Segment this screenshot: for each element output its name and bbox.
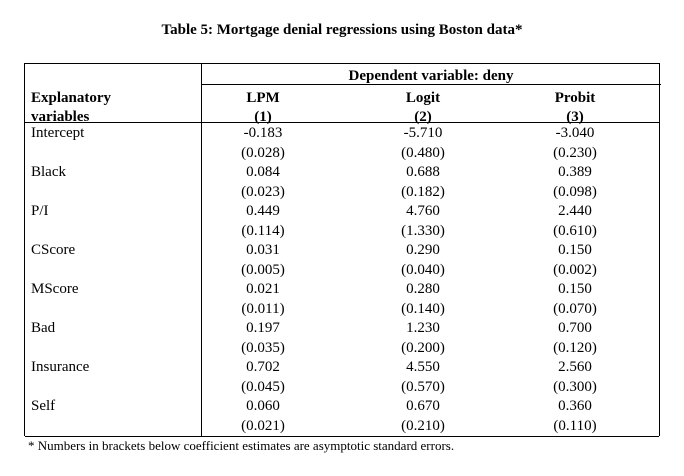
coefficient-cell: -5.710 [403,125,443,141]
coefficient-cell: 0.084 [246,164,280,180]
explanatory-variables-header: Explanatory variables [31,89,111,127]
standard-error-cell: (0.610) [553,222,597,239]
standard-error-cell: (0.114) [241,222,285,239]
standard-error-cell: (0.300) [553,378,597,395]
standard-error-cell: (0.005) [241,261,285,278]
coefficient-cell: 0.197 [246,320,280,336]
coefficient-cell: -3.040 [555,125,595,141]
standard-error-cell: (0.023) [241,183,285,200]
coefficient-cell: 1.230 [406,320,440,336]
coefficient-cell: 0.031 [246,242,280,258]
logit-header-label: Logit [405,90,441,106]
coefficient-cell: 0.150 [558,281,592,297]
explanatory-header-line1: Explanatory [31,90,112,106]
coefficient-cell: 0.280 [406,281,440,297]
row-variable-name: Self [31,398,56,414]
coefficient-cell: 0.389 [558,164,592,180]
standard-error-cell: (0.040) [401,261,445,278]
standard-error-cell: (0.230) [553,144,597,161]
coefficient-cell: 0.290 [406,242,440,258]
standard-error-cell: (0.140) [401,300,445,317]
probit-column-header: Probit (3) [515,89,635,127]
standard-error-cell: (0.011) [241,300,285,317]
row-variable-name: Insurance [31,359,90,375]
standard-error-cell: (0.182) [401,183,445,200]
logit-column-header: Logit (2) [363,89,483,127]
coefficient-cell: 0.700 [558,320,592,336]
row-variable-name: P/I [31,203,49,219]
column-divider [201,64,202,436]
coefficient-cell: 0.449 [246,203,280,219]
dependent-header-rule [201,84,661,85]
lpm-column-header: LPM (1) [203,89,323,127]
coefficient-cell: 2.560 [558,359,592,375]
standard-error-cell: (0.035) [241,339,285,356]
coefficient-cell: 4.550 [406,359,440,375]
standard-error-cell: (0.200) [401,339,445,356]
standard-error-cell: (0.028) [241,144,285,161]
standard-error-cell: (0.120) [553,339,597,356]
logit-header-number: (2) [414,109,432,125]
standard-error-cell: (0.070) [553,300,597,317]
probit-header-number: (3) [566,109,584,125]
standard-error-cell: (0.570) [401,378,445,395]
probit-header-label: Probit [554,90,596,106]
row-variable-name: CScore [31,242,76,258]
row-variable-name: Black [31,164,66,180]
coefficient-cell: 4.760 [406,203,440,219]
coefficient-cell: 0.702 [246,359,280,375]
header-rule [25,122,659,123]
row-variable-name: Bad [31,320,56,336]
standard-error-cell: (1.330) [401,222,445,239]
coefficient-cell: 0.060 [246,398,280,414]
row-variable-name: MScore [31,281,79,297]
lpm-header-number: (1) [254,109,272,125]
explanatory-header-line2: variables [31,109,90,125]
standard-error-cell: (0.021) [241,417,285,434]
dependent-variable-header: Dependent variable: deny [348,68,514,84]
coefficient-cell: 0.670 [406,398,440,414]
standard-error-cell: (0.110) [553,417,597,434]
coefficient-cell: 2.440 [558,203,592,219]
standard-error-cell: (0.210) [401,417,445,434]
standard-error-cell: (0.045) [241,378,285,395]
coefficient-cell: 0.150 [558,242,592,258]
coefficient-cell: 0.688 [406,164,440,180]
footnote: * Numbers in brackets below coefficient … [28,438,455,453]
coefficient-cell: 0.360 [558,398,592,414]
bottom-rule [25,436,659,437]
coefficient-cell: 0.021 [246,281,280,297]
standard-error-cell: (0.480) [401,144,445,161]
standard-error-cell: (0.098) [553,183,597,200]
row-variable-name: Intercept [31,125,85,141]
coefficient-cell: -0.183 [243,125,283,141]
regression-table: Dependent variable: deny Explanatory var… [24,63,661,437]
lpm-header-label: LPM [246,90,280,106]
standard-error-cell: (0.002) [553,261,597,278]
table-title: Table 5: Mortgage denial regressions usi… [161,22,523,38]
